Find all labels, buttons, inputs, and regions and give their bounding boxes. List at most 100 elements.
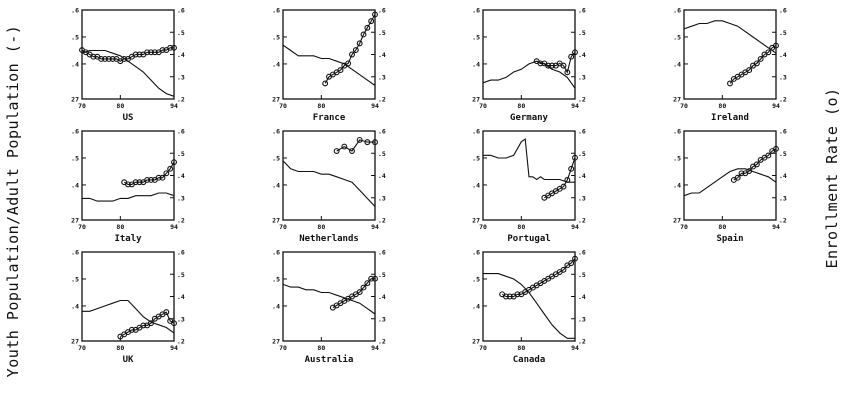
enrollment-point (560, 62, 567, 69)
x-tick-label: 70 (279, 344, 287, 352)
right-tick-label: .5 (177, 271, 185, 279)
enrollment-point (364, 24, 371, 31)
x-tick-label: 70 (78, 102, 86, 110)
left-tick-label: .5 (472, 275, 480, 283)
right-tick-label: .2 (177, 96, 185, 104)
enrollment-point (148, 49, 154, 56)
enrollment-point (144, 177, 151, 183)
left-tick-label: .5 (472, 154, 480, 162)
right-tick-label: .2 (378, 96, 386, 104)
x-tick-label: 80 (317, 223, 325, 231)
x-tick-label: 80 (317, 344, 325, 352)
enrollment-point (136, 179, 143, 186)
left-tick-label: .6 (71, 7, 79, 15)
panel-title: Italy (114, 234, 142, 244)
enrollment-point (773, 145, 779, 152)
plot-frame (683, 130, 777, 221)
left-tick-label: 27 (71, 96, 79, 104)
x-tick-label: 70 (479, 102, 487, 110)
right-tick-label: .6 (779, 128, 787, 136)
right-tick-label: .4 (177, 172, 185, 180)
enrollment-point (368, 18, 375, 25)
enrollment-point (155, 174, 162, 181)
right-tick-label: .5 (578, 271, 586, 279)
enrollment-point (167, 44, 174, 51)
left-tick-label: .5 (71, 33, 79, 41)
panel-title: Spain (716, 233, 743, 244)
right-tick-label: .2 (578, 338, 586, 346)
right-tick-label: .4 (578, 51, 586, 59)
enrollment-point (773, 42, 779, 49)
panel-title: Netherlands (299, 234, 359, 244)
left-tick-label: 27 (472, 217, 480, 225)
left-tick-label: .4 (673, 181, 681, 189)
enrollment-point (349, 51, 355, 58)
x-tick-label: 70 (78, 344, 86, 352)
x-tick-label: 94 (772, 223, 780, 231)
youth-ratio-line (282, 44, 376, 86)
right-tick-label: .4 (378, 172, 386, 180)
left-tick-label: .5 (673, 33, 681, 41)
youth-ratio-line (282, 283, 376, 315)
enrollment-point (333, 148, 340, 154)
left-tick-label: .4 (472, 181, 480, 189)
enrollment-point (345, 60, 352, 67)
enrollment-point (560, 183, 567, 190)
x-tick-label: 80 (718, 102, 726, 110)
right-tick-label: .6 (779, 7, 787, 15)
left-tick-label: .4 (71, 60, 79, 68)
left-tick-label: 27 (71, 217, 79, 225)
enrollment-point (746, 168, 753, 175)
x-tick-label: 94 (371, 223, 379, 231)
right-tick-label: .2 (578, 217, 586, 225)
panel-ireland: 27 .4 .5 .6 .2 .3 .4 .5 .6 70 80 94 Ireland (673, 7, 787, 124)
x-tick-label: 80 (517, 344, 525, 352)
panel-title: UK (123, 355, 134, 365)
enrollment-point (148, 177, 154, 183)
x-tick-label: 70 (479, 223, 487, 231)
enrollment-point (98, 55, 105, 62)
right-tick-label: .4 (378, 293, 386, 301)
enrollment-point (132, 179, 139, 186)
x-tick-label: 94 (371, 344, 379, 352)
x-tick-label: 80 (116, 102, 124, 110)
enrollment-point (738, 170, 745, 177)
right-tick-label: .2 (779, 96, 787, 104)
right-tick-label: .6 (578, 249, 586, 257)
enrollment-point (537, 60, 544, 67)
enrollment-point (148, 320, 154, 327)
youth-ratio-line (483, 138, 575, 183)
enrollment-point (144, 49, 151, 56)
plot-frame (282, 251, 376, 342)
enrollment-point (372, 275, 378, 282)
right-tick-label: .3 (378, 315, 386, 323)
panel-uk: 27 .4 .5 .6 .2 .3 .4 .5 .6 70 80 94 UK (71, 249, 185, 366)
enrollment-point (753, 161, 760, 168)
enrollment-point (356, 136, 363, 143)
panel-us: 27 .4 .5 .6 .2 .3 .4 .5 .6 70 80 94 US (71, 7, 185, 124)
right-tick-label: .5 (378, 271, 386, 279)
enrollment-line (729, 45, 777, 84)
right-tick-label: .4 (578, 172, 586, 180)
left-tick-label: .5 (272, 154, 280, 162)
right-axis-label: Enrollment Rate (o) (823, 87, 841, 269)
right-tick-label: .6 (578, 7, 586, 15)
panel-spain: 27 .4 .5 .6 .2 .3 .4 .5 .6 70 80 94 Spain (673, 128, 787, 245)
left-tick-label: .6 (71, 249, 79, 257)
right-tick-label: .5 (578, 29, 586, 37)
enrollment-point (506, 293, 513, 300)
right-tick-label: .2 (578, 96, 586, 104)
panel-italy: 27 .4 .5 .6 .2 .3 .4 .5 .6 70 80 94 Italy (71, 128, 185, 245)
enrollment-point (372, 139, 378, 146)
panel-australia: 27 .4 .5 .6 .2 .3 .4 .5 .6 70 80 94 Australia (272, 249, 386, 366)
enrollment-line (336, 139, 375, 152)
right-tick-label: .3 (177, 73, 185, 81)
left-tick-label: .6 (673, 128, 681, 136)
right-tick-label: .2 (177, 338, 185, 346)
right-tick-label: .6 (378, 249, 386, 257)
right-tick-label: .6 (378, 128, 386, 136)
right-tick-label: .3 (578, 194, 586, 202)
x-tick-label: 94 (170, 102, 178, 110)
youth-ratio-line (482, 60, 576, 89)
x-tick-label: 94 (571, 102, 579, 110)
